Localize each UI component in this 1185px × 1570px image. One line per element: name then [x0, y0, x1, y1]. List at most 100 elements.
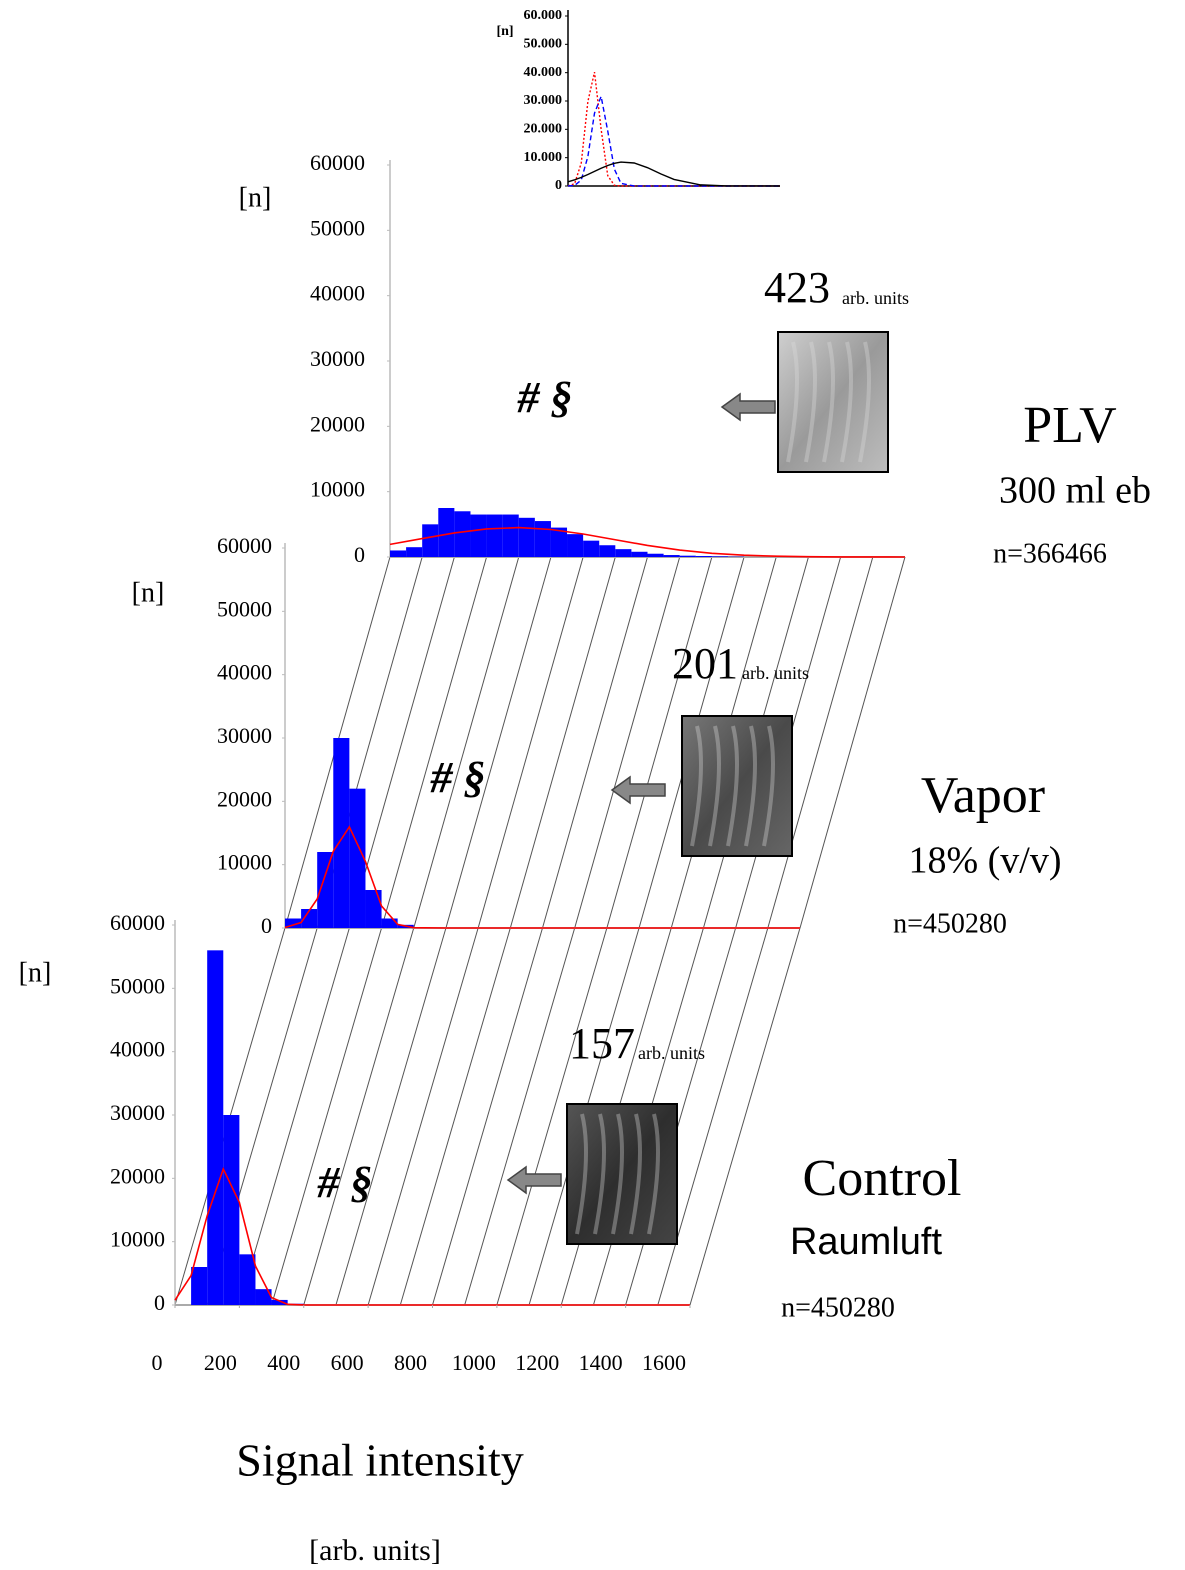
- inset-y-tick-label: 20.000: [524, 122, 563, 137]
- histogram-bar: [486, 514, 503, 557]
- thumbnail-texture: [629, 1113, 642, 1235]
- group-title: PLV: [1023, 397, 1116, 454]
- sample-size: n=450280: [893, 908, 1007, 939]
- y-axis-label: [n]: [132, 577, 165, 608]
- perspective-line: [271, 927, 383, 1306]
- x-axis-unit: [arb. units]: [309, 1534, 441, 1567]
- x-tick-label: 400: [267, 1350, 300, 1375]
- histogram-bar: [679, 555, 696, 557]
- y-tick-label: 20000: [310, 411, 365, 436]
- perspective-line: [767, 556, 874, 929]
- histogram-bar: [301, 909, 318, 928]
- histogram-bar: [647, 553, 664, 557]
- y-tick-label: 30000: [310, 346, 365, 371]
- thumbnail-texture: [611, 1113, 624, 1235]
- y-tick-label: 50000: [310, 215, 365, 240]
- perspective-line: [542, 556, 648, 929]
- y-tick-label: 40000: [217, 660, 272, 685]
- significance-annotation: # §: [317, 1158, 373, 1207]
- thumbnail-texture: [708, 725, 721, 847]
- arrow: [720, 392, 776, 422]
- group-subtitle: 18% (v/v): [908, 840, 1061, 882]
- histogram-bar: [438, 508, 455, 557]
- y-tick-label: 10000: [217, 850, 272, 875]
- histogram-bar: [239, 1254, 256, 1305]
- perspective-line: [799, 556, 906, 929]
- histogram-bar: [470, 514, 487, 557]
- histogram-bar: [333, 738, 350, 928]
- x-tick-label: 600: [331, 1350, 364, 1375]
- histogram-bar: [381, 918, 398, 928]
- histogram-bar: [567, 534, 584, 557]
- y-tick-label: 60000: [310, 150, 365, 175]
- thumbnail-texture: [593, 1113, 606, 1235]
- perspective-line: [689, 927, 801, 1306]
- perspective-line: [413, 556, 520, 929]
- y-tick-label: 50000: [217, 596, 272, 621]
- fit-curve: [284, 825, 800, 929]
- perspective-line: [477, 556, 584, 929]
- histogram-bar: [255, 1289, 272, 1305]
- arrow: [506, 1165, 562, 1195]
- mean-value: 423: [764, 263, 830, 312]
- histogram-bar: [534, 521, 551, 557]
- histogram-bar: [390, 550, 407, 557]
- thumbnail-texture: [690, 725, 703, 847]
- inset-line: [567, 93, 780, 187]
- perspective-line: [238, 927, 350, 1306]
- thumbnail-texture: [726, 725, 739, 847]
- inset-y-tick-label: 10.000: [524, 150, 563, 165]
- histogram-bar: [615, 549, 632, 557]
- histogram-bar: [207, 950, 224, 1305]
- thumbnail-image: [777, 331, 889, 473]
- perspective-line: [509, 556, 616, 929]
- thumbnail-texture: [647, 1113, 660, 1235]
- histogram-bar: [599, 545, 616, 557]
- y-tick-label: 60000: [217, 533, 272, 558]
- y-tick-label: 50000: [110, 973, 165, 998]
- y-axis-label: [n]: [239, 182, 272, 213]
- x-axis-title: Signal intensity: [236, 1435, 524, 1486]
- histogram-bar: [285, 918, 302, 928]
- group-subtitle: 300 ml eb: [999, 470, 1151, 512]
- mean-value: 157: [569, 1019, 635, 1068]
- mean-unit: arb. units: [638, 1043, 705, 1063]
- sample-size: n=450280: [781, 1292, 895, 1323]
- y-tick-label: 40000: [310, 281, 365, 306]
- thumbnail-texture: [840, 341, 853, 463]
- y-tick-label: 30000: [110, 1100, 165, 1125]
- inset-y-tick-label: 40.000: [524, 65, 563, 80]
- perspective-line: [381, 556, 488, 929]
- inset-line: [567, 161, 781, 187]
- x-tick-label: 1000: [452, 1350, 496, 1375]
- perspective-line: [399, 927, 511, 1306]
- thumbnail-texture: [858, 341, 871, 463]
- thumbnail-image: [566, 1103, 678, 1245]
- y-tick-label: 0: [354, 542, 365, 567]
- fit-curve: [389, 526, 906, 558]
- histogram-bar: [583, 540, 600, 557]
- arrow: [610, 775, 666, 805]
- histogram-bar: [349, 788, 366, 928]
- mean-value: 201: [672, 639, 738, 688]
- y-axis-label: [n]: [19, 957, 52, 988]
- inset-y-tick-label: 0: [555, 178, 562, 193]
- histogram-bar: [695, 556, 712, 557]
- histogram-bar: [663, 555, 680, 557]
- y-tick-label: 20000: [217, 786, 272, 811]
- perspective-line: [367, 927, 479, 1306]
- y-tick-label: 0: [154, 1290, 165, 1315]
- y-tick-label: 10000: [310, 477, 365, 502]
- thumbnail-texture: [762, 725, 775, 847]
- inset-y-label: [n]: [496, 24, 513, 39]
- thumbnail-texture: [744, 725, 757, 847]
- thumbnail-texture: [786, 341, 799, 463]
- inset-y-tick-label: 30.000: [524, 93, 563, 108]
- histogram-bar: [271, 1299, 288, 1305]
- histogram-bar: [223, 1115, 240, 1305]
- histogram-bar: [502, 514, 519, 557]
- group-title: Control: [803, 1150, 962, 1207]
- y-tick-label: 60000: [110, 910, 165, 935]
- y-tick-label: 40000: [110, 1037, 165, 1062]
- y-tick-label: 10000: [110, 1227, 165, 1252]
